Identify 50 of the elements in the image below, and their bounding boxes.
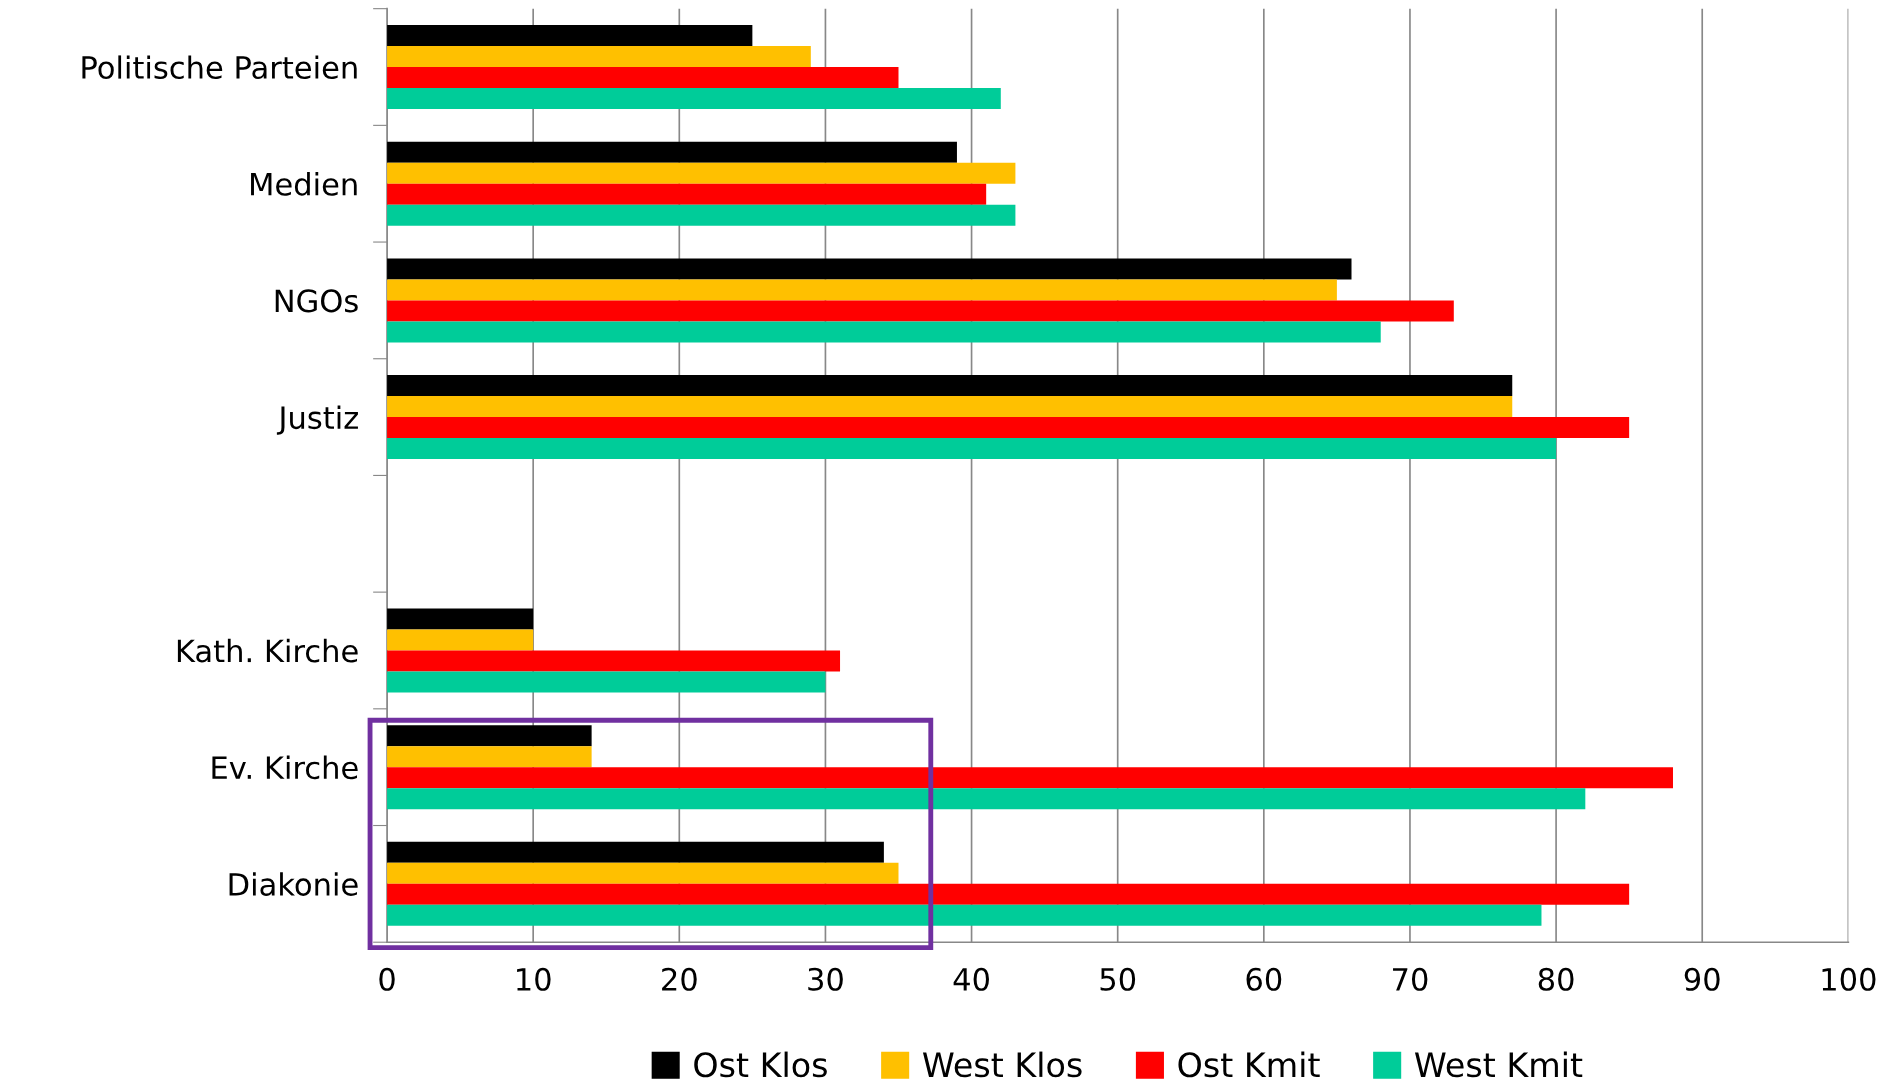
legend-label: West Kmit <box>1414 1051 1583 1078</box>
y-tick-label: NGOs <box>275 289 358 313</box>
bar <box>387 650 841 672</box>
x-tick-label: 70 <box>1393 967 1428 991</box>
bar <box>387 629 534 651</box>
bar <box>387 88 1001 110</box>
bar <box>387 746 592 768</box>
bar <box>387 883 1630 905</box>
x-tick-label: 40 <box>953 967 989 991</box>
y-tick-label: Kath. Kirche <box>177 638 358 663</box>
y-tick-label: Justiz <box>276 405 358 435</box>
bar <box>387 141 957 163</box>
x-tick-label: 50 <box>1100 967 1136 991</box>
bar <box>387 300 1454 322</box>
bar <box>387 396 1513 418</box>
x-tick-label: 80 <box>1538 967 1574 991</box>
legend-label: Ost Kmit <box>1178 1051 1320 1078</box>
bar <box>387 204 1016 226</box>
bar <box>387 162 1016 184</box>
x-tick-label: 100 <box>1822 967 1876 991</box>
legend-label: West Klos <box>922 1051 1082 1078</box>
bar <box>387 788 1586 810</box>
bar <box>387 258 1352 280</box>
bar <box>387 767 1673 789</box>
y-tick-label: Medien <box>251 172 357 196</box>
bar <box>387 862 899 884</box>
bar <box>387 183 987 205</box>
legend-label: Ost Klos <box>694 1051 827 1078</box>
bar <box>387 321 1381 343</box>
y-tick-label: Politische Parteien <box>82 55 357 80</box>
bar <box>387 25 753 47</box>
x-tick-label: 60 <box>1246 967 1282 991</box>
bar <box>387 725 592 747</box>
bar <box>387 375 1513 397</box>
y-tick-label: Diakonie <box>229 872 358 896</box>
x-tick-label: 20 <box>662 967 697 991</box>
y-tick-label: Ev. Kirche <box>212 755 358 780</box>
x-tick-label: 0 <box>379 967 395 991</box>
bar <box>387 904 1542 926</box>
x-tick-label: 90 <box>1684 967 1720 991</box>
bar <box>387 279 1337 301</box>
x-tick-label: 30 <box>808 967 843 991</box>
bar <box>387 67 899 89</box>
bar <box>387 608 534 630</box>
bar <box>387 417 1630 439</box>
bar <box>387 46 811 68</box>
bar <box>387 841 884 863</box>
x-tick-label: 10 <box>517 967 551 991</box>
bar <box>387 671 826 693</box>
bar <box>387 438 1557 460</box>
